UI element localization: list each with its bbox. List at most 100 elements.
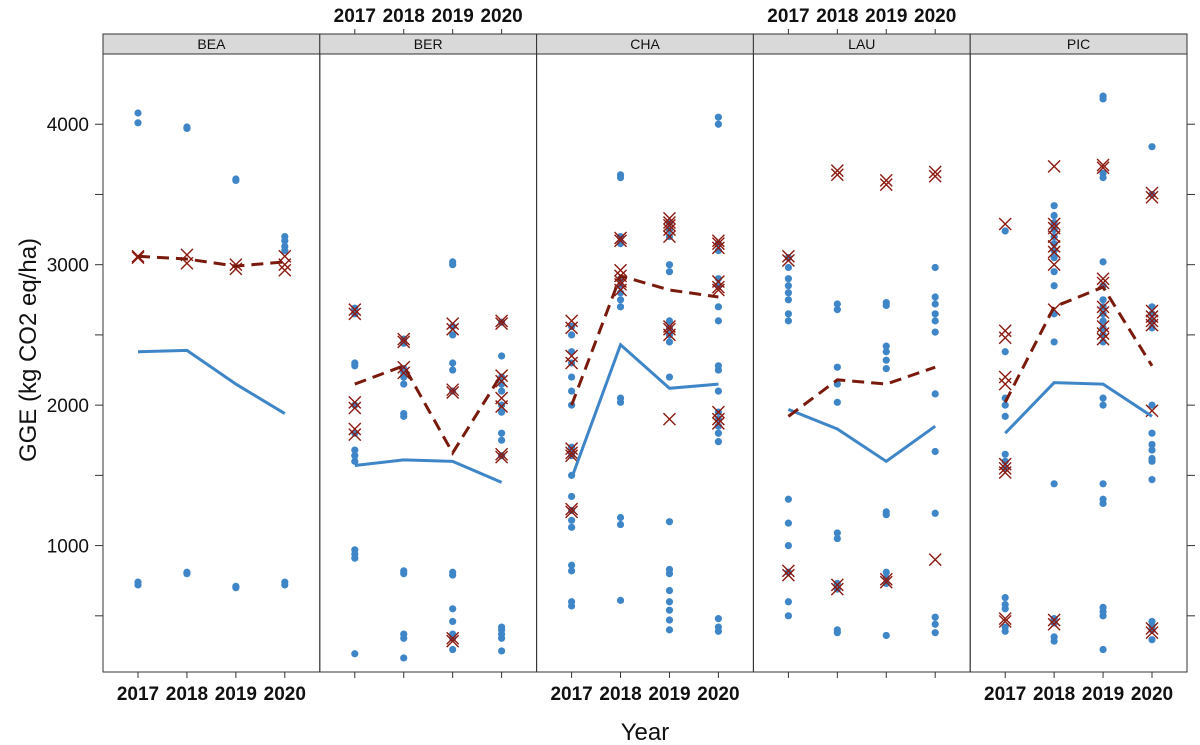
- cross-point: [1145, 314, 1159, 328]
- data-point: [568, 443, 576, 451]
- data-point: [1001, 412, 1009, 420]
- dashed-line: [1003, 285, 1154, 404]
- cross-point: [348, 307, 362, 321]
- data-point: [1099, 324, 1107, 332]
- data-point: [665, 586, 674, 595]
- cross-point: [879, 173, 893, 187]
- data-point: [568, 322, 576, 331]
- data-point: [882, 631, 890, 640]
- cross-point: [397, 335, 411, 349]
- data-point: [281, 237, 289, 245]
- data-point: [498, 352, 506, 360]
- cross-point: [711, 283, 725, 297]
- cross-point: [711, 280, 725, 294]
- data-point: [1001, 593, 1009, 602]
- cross-point: [614, 283, 628, 297]
- data-point: [616, 296, 625, 304]
- data-point: [449, 366, 457, 374]
- x-tick-label: 2017: [117, 684, 159, 705]
- cross-point: [495, 450, 509, 464]
- mean-line: [787, 407, 937, 464]
- data-point: [400, 412, 408, 420]
- x-tick-label: 2019: [1082, 684, 1124, 705]
- cross-point: [781, 253, 795, 267]
- cross-point: [711, 241, 725, 255]
- strip-label: BER: [414, 36, 443, 52]
- data-point: [784, 598, 793, 606]
- y-tick-label: 1000: [47, 537, 89, 558]
- data-point: [665, 570, 674, 578]
- cross-point: [1096, 276, 1110, 290]
- cross-point: [662, 322, 676, 336]
- cross-point: [662, 218, 676, 232]
- top-x-axis: 2017 2018 2019 2020 2017 2018 2019 2020: [334, 6, 956, 34]
- data-point: [568, 373, 576, 381]
- data-point: [449, 617, 457, 626]
- data-point: [931, 390, 939, 398]
- x-tick-label: 2020: [1131, 684, 1173, 705]
- data-point: [498, 452, 506, 460]
- data-point: [1148, 401, 1156, 409]
- data-point: [498, 401, 506, 409]
- cross-point: [830, 578, 844, 592]
- data-point: [1099, 612, 1107, 620]
- data-point: [882, 568, 890, 576]
- cross-point: [446, 322, 460, 336]
- data-point: [714, 429, 723, 437]
- cross-point: [928, 165, 942, 179]
- data-point: [1099, 480, 1107, 488]
- cross-point: [998, 614, 1012, 628]
- data-point: [568, 561, 576, 569]
- data-point: [568, 523, 576, 531]
- panel-border: [752, 53, 971, 673]
- cross-point: [1096, 332, 1110, 346]
- cross-point: [1096, 272, 1110, 286]
- data-point: [400, 570, 408, 578]
- cross-point: [565, 449, 579, 463]
- strip-label: LAU: [848, 36, 875, 52]
- cross-point: [348, 303, 362, 317]
- cross-point: [998, 217, 1012, 231]
- data-point: [449, 261, 457, 269]
- data-point: [784, 289, 793, 297]
- data-point: [931, 300, 939, 308]
- data-point: [784, 310, 793, 318]
- data-point: [351, 446, 359, 454]
- data-point: [568, 567, 576, 575]
- data-point: [134, 109, 142, 117]
- data-point: [400, 634, 408, 642]
- data-point: [665, 616, 674, 624]
- data-point: [714, 615, 723, 623]
- cross-point: [830, 582, 844, 596]
- data-point: [784, 282, 793, 290]
- data-point: [784, 612, 793, 620]
- x-tick-label: 2018: [1033, 684, 1075, 705]
- cross-point: [879, 572, 893, 586]
- data-point: [665, 338, 674, 346]
- data-point: [1148, 440, 1156, 449]
- data-point: [882, 356, 890, 364]
- cross-point: [830, 168, 844, 182]
- y-axis: 1000 2000 3000 4000: [47, 115, 1195, 617]
- data-point: [351, 554, 359, 562]
- cross-point: [998, 324, 1012, 338]
- data-point: [568, 331, 576, 339]
- data-point: [1148, 429, 1156, 437]
- data-point: [784, 296, 793, 304]
- data-point: [665, 598, 674, 606]
- cross-point: [711, 412, 725, 426]
- x-tick-label: 2019: [215, 684, 257, 705]
- cross-point: [1145, 190, 1159, 204]
- data-point: [882, 342, 890, 350]
- x-tick-label: 2017: [550, 684, 592, 705]
- cross-point: [830, 164, 844, 178]
- data-point: [281, 247, 289, 255]
- data-point: [1099, 296, 1107, 304]
- cross-point: [662, 412, 676, 426]
- data-point: [833, 306, 841, 314]
- data-point: [714, 438, 723, 446]
- data-point: [931, 293, 939, 301]
- x-tick-label: 2019: [648, 684, 690, 705]
- data-point: [449, 645, 457, 654]
- data-point: [351, 452, 359, 460]
